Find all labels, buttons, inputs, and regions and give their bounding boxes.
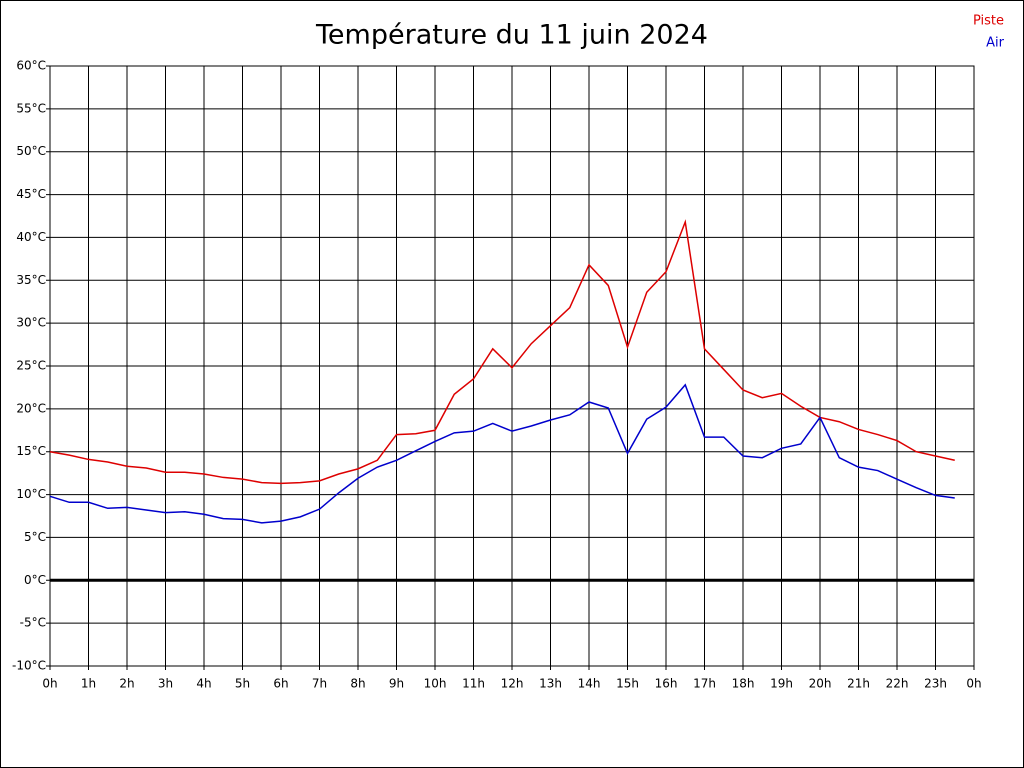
y-tick-label: 50°C bbox=[16, 144, 46, 158]
x-tick-label: 23h bbox=[924, 677, 947, 691]
y-tick-label: 60°C bbox=[16, 59, 46, 73]
x-tick-label: 13h bbox=[539, 677, 562, 691]
x-tick-label: 5h bbox=[235, 677, 250, 691]
x-tick-label: 8h bbox=[350, 677, 365, 691]
y-tick-label: -10°C bbox=[12, 659, 46, 673]
y-tick-label: 10°C bbox=[16, 487, 46, 501]
x-tick-label: 11h bbox=[462, 677, 485, 691]
x-tick-label: 15h bbox=[616, 677, 639, 691]
series-line bbox=[49, 383, 955, 524]
x-tick-label: 20h bbox=[809, 677, 832, 691]
y-tick-label: 55°C bbox=[16, 101, 46, 115]
x-tick-label: 17h bbox=[693, 677, 716, 691]
y-tick-label: 40°C bbox=[16, 230, 46, 244]
x-tick-label: 22h bbox=[886, 677, 909, 691]
x-tick-label: 6h bbox=[273, 677, 288, 691]
y-tick-label: 20°C bbox=[16, 401, 46, 415]
x-tick-label: 19h bbox=[770, 677, 793, 691]
chart-title: Température du 11 juin 2024 bbox=[315, 20, 708, 51]
x-tick-label: 16h bbox=[655, 677, 678, 691]
series-line bbox=[49, 219, 955, 485]
x-tick-label: 18h bbox=[732, 677, 755, 691]
y-tick-label: 45°C bbox=[16, 187, 46, 201]
x-tick-label: 10h bbox=[424, 677, 447, 691]
y-tick-label: 15°C bbox=[16, 444, 46, 458]
x-tick-label: 2h bbox=[119, 677, 134, 691]
y-tick-label: 0°C bbox=[24, 573, 46, 587]
x-tick-label: 12h bbox=[501, 677, 524, 691]
x-tick-label: 0h bbox=[966, 677, 981, 691]
x-tick-label: 7h bbox=[312, 677, 327, 691]
x-tick-label: 9h bbox=[389, 677, 404, 691]
y-tick-label: 5°C bbox=[24, 530, 46, 544]
y-tick-label: 35°C bbox=[16, 273, 46, 287]
legend-label: Piste bbox=[973, 14, 1004, 29]
x-tick-label: 14h bbox=[578, 677, 601, 691]
y-tick-label: -5°C bbox=[20, 616, 46, 630]
x-tick-label: 3h bbox=[158, 677, 173, 691]
x-tick-label: 21h bbox=[847, 677, 870, 691]
legend-label: Air bbox=[986, 36, 1005, 51]
x-tick-label: 0h bbox=[42, 677, 57, 691]
y-tick-label: 25°C bbox=[16, 359, 46, 373]
x-tick-label: 1h bbox=[81, 677, 96, 691]
y-tick-label: 30°C bbox=[16, 316, 46, 330]
x-tick-label: 4h bbox=[196, 677, 211, 691]
